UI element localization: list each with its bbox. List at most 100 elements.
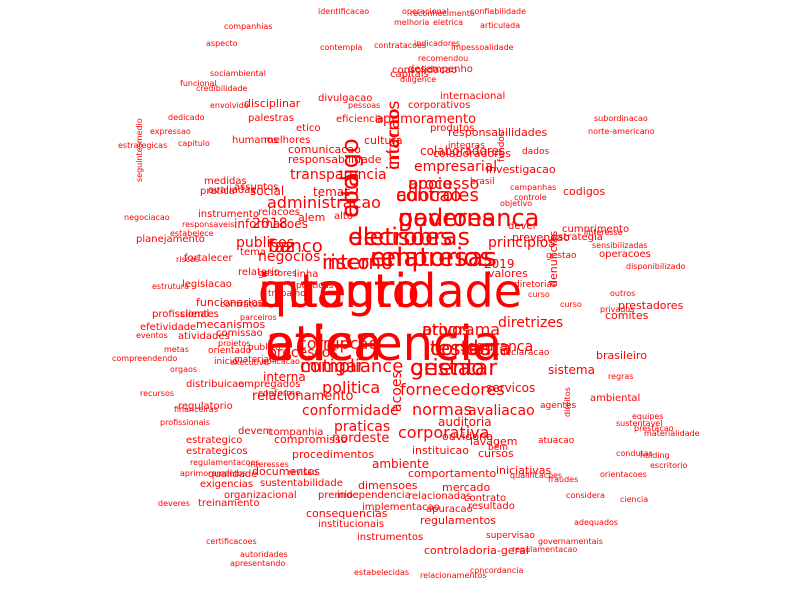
cloud-word-declaracao: declaracao xyxy=(500,348,550,358)
cloud-word-inicio: inicio xyxy=(214,357,238,367)
cloud-word-valores: valores xyxy=(488,267,528,280)
cloud-word-operacoes: operacoes xyxy=(599,249,651,260)
cloud-word-acoes: acoes xyxy=(389,371,405,412)
cloud-word-contratos: contratos xyxy=(220,300,263,310)
cloud-word-sustentabilidade: sustentabilidade xyxy=(260,478,343,489)
cloud-word-disciplinar: disciplinar xyxy=(244,97,301,110)
cloud-word-deveres: deveres xyxy=(158,499,190,508)
cloud-word-publico: publico xyxy=(248,343,281,353)
cloud-word-sociambiental: sociambiental xyxy=(210,69,266,78)
cloud-word-consolidacao: consolidacao xyxy=(392,65,458,76)
cloud-word-social: social xyxy=(250,184,285,198)
cloud-word-profissionais: profissionais xyxy=(160,418,210,427)
cloud-word-corporativos: corporativos xyxy=(408,100,471,111)
cloud-word-implementacao: implementacao xyxy=(362,502,440,513)
cloud-word-quanto: quanto xyxy=(258,264,420,318)
cloud-word-ouvidoria: ouvidoria xyxy=(442,430,494,443)
cloud-word-relacionamentos: relacionamentos xyxy=(420,571,487,580)
cloud-word-publicos: publicos xyxy=(236,235,294,251)
cloud-word-consequencias: consequencias xyxy=(306,507,388,520)
cloud-word-confiabilidade: confiabilidade xyxy=(470,7,527,16)
cloud-word-concordancia: concordancia xyxy=(470,566,524,575)
cloud-word-programa: programa xyxy=(422,320,501,339)
cloud-word-cumprimento: cumprimento xyxy=(562,224,630,235)
cloud-word-orientacoes: orientacoes xyxy=(600,470,647,479)
cloud-word-compromisso: compromisso xyxy=(274,433,348,446)
cloud-word-gestores: gestores xyxy=(258,269,297,279)
cloud-word-parceiros: parceiros xyxy=(240,313,277,322)
cloud-word-comportamento: comportamento xyxy=(408,467,497,480)
cloud-word-colaboradores: colaboradores xyxy=(433,147,512,160)
cloud-word-efetividade: efetividade xyxy=(140,322,197,333)
cloud-word-compliance: compliance xyxy=(300,356,404,377)
cloud-word-cultura: cultura xyxy=(364,134,403,147)
cloud-word-gestao: gestao xyxy=(410,356,485,381)
cloud-word-apoio: apoio xyxy=(408,174,452,193)
cloud-word-cursos: cursos xyxy=(478,447,514,460)
cloud-word-qualificacoes: qualificacoes xyxy=(510,471,563,480)
cloud-word-desempenho: desempenho xyxy=(408,64,473,75)
cloud-word-treinamento: treinamento xyxy=(198,498,260,509)
cloud-word-resultado: resultado xyxy=(468,501,515,512)
cloud-word-melhoria: melhoria xyxy=(394,18,430,27)
cloud-word-pratica: pratica xyxy=(200,186,235,197)
cloud-word-risco: risco xyxy=(322,250,370,274)
cloud-word-fundos: fundos xyxy=(497,131,507,163)
cloud-word-ambiente: ambiente xyxy=(372,457,430,471)
cloud-word-informacoes: informacoes xyxy=(234,217,308,231)
cloud-word-divulgacao: divulgacao xyxy=(318,93,373,104)
cloud-word-apuracao: apuracao xyxy=(426,504,473,515)
cloud-word-aplicacao: aplicacao xyxy=(262,357,300,366)
cloud-word-administracao: administracao xyxy=(267,193,381,212)
cloud-word-governamentais: governamentais xyxy=(538,537,603,546)
cloud-word-materialidade: materialidade xyxy=(644,429,700,438)
cloud-word-relacoes: relacoes xyxy=(258,207,300,218)
cloud-word-responsabilidades: responsabilidades xyxy=(448,126,548,139)
cloud-word-outros: outros xyxy=(610,289,636,298)
cloud-word-codigos: codigos xyxy=(563,185,606,198)
cloud-word-mercado: mercado xyxy=(442,481,491,494)
cloud-word-exigencias: exigencias xyxy=(200,479,254,490)
cloud-word-articulada: articulada xyxy=(480,21,521,30)
cloud-word-comissao: comissao xyxy=(216,328,263,339)
cloud-word-diretorias: diretorias xyxy=(514,280,557,290)
cloud-word-holding: holding xyxy=(640,451,670,460)
cloud-word-autoridades: autoridades xyxy=(240,550,288,559)
cloud-word-prestacao: prestacao xyxy=(634,424,674,433)
cloud-word-relacionamento: relacionamento xyxy=(252,389,354,404)
cloud-word-aprimoramento: aprimoramento xyxy=(375,112,477,127)
cloud-word-dedicado: dedicado xyxy=(168,113,205,122)
cloud-word-alta: alta xyxy=(336,172,364,219)
cloud-word-qualidade: qualidade xyxy=(208,469,258,480)
cloud-word-integras: integras xyxy=(448,141,485,151)
cloud-word-dados: dados xyxy=(522,147,550,157)
cloud-word-considera: considera xyxy=(566,491,605,500)
cloud-word-supervisao: supervisao xyxy=(486,531,535,541)
cloud-word-funcionarios: funcionarios xyxy=(196,296,264,309)
cloud-word-regulamentacao: regulamentacao xyxy=(512,545,578,554)
cloud-word-processos: processos xyxy=(268,345,338,361)
cloud-word-estrategico: estrategico xyxy=(186,435,243,446)
cloud-word-fraudes: fraudes xyxy=(548,475,579,484)
cloud-word-palestras: palestras xyxy=(248,113,294,124)
cloud-word-servicos: servicos xyxy=(486,381,536,395)
cloud-word-certificacoes: certificacoes xyxy=(206,537,257,546)
cloud-word-fornecedores: fornecedores xyxy=(400,380,505,399)
cloud-word-medidas: medidas xyxy=(204,176,247,187)
cloud-word-condutas: condutas xyxy=(616,449,653,458)
cloud-word-contrato: contrato xyxy=(464,493,507,504)
cloud-word-alto: alto xyxy=(334,211,353,222)
cloud-word-instituicao: instituicao xyxy=(412,444,469,457)
cloud-word-clientes: clientes xyxy=(180,309,219,320)
cloud-word-aspecto: aspecto xyxy=(206,39,238,48)
cloud-word-gestao: gestao xyxy=(546,251,577,261)
cloud-word-integridade: integridade xyxy=(258,264,523,318)
cloud-word-profissional: profissional xyxy=(152,309,210,320)
cloud-word-controladoria-geral: controladoria-geral xyxy=(424,544,529,557)
cloud-word-comites: comites xyxy=(605,309,649,322)
cloud-word-eventos: eventos xyxy=(136,331,168,340)
cloud-word-dever: dever xyxy=(508,221,537,232)
cloud-word-estrategicas: estrategicas xyxy=(118,141,168,150)
cloud-word-recursos: recursos xyxy=(140,389,175,398)
cloud-word-avaliacao: avaliacao xyxy=(468,403,535,419)
